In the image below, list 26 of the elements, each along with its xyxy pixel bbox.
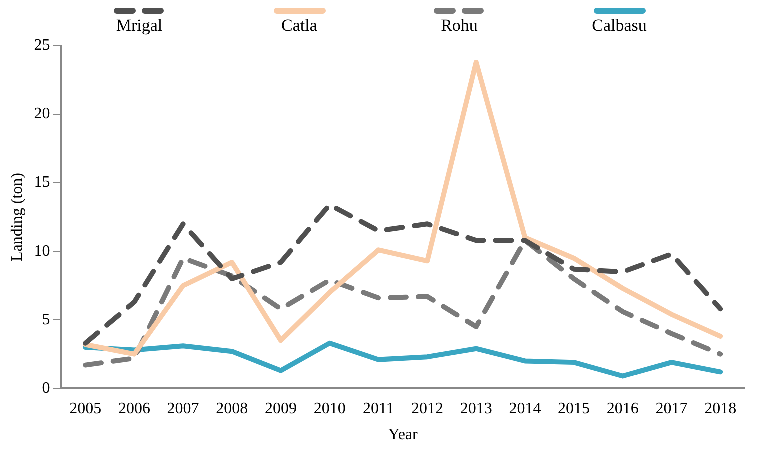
x-tick-label: 2008 — [216, 400, 248, 418]
legend-label: Rohu — [441, 16, 478, 36]
x-tick-label: 2017 — [656, 400, 688, 418]
x-tick-label: 2014 — [509, 400, 542, 418]
y-tick-label: 20 — [34, 106, 50, 123]
legend-label: Catla — [282, 16, 318, 36]
x-tick-label: 2009 — [264, 400, 297, 418]
x-tick-label: 2010 — [314, 400, 346, 418]
y-axis-title: Landing (ton) — [8, 173, 26, 262]
y-tick-label: 5 — [42, 311, 50, 328]
x-axis-title: Year — [388, 426, 419, 444]
x-tick-label: 2005 — [70, 400, 102, 418]
y-tick-label: 0 — [42, 380, 50, 397]
y-tick-label: 25 — [34, 37, 50, 54]
y-tick-label: 10 — [34, 242, 50, 260]
x-tick-label: 2015 — [558, 400, 590, 418]
y-tick-label: 15 — [34, 174, 50, 192]
legend-label: Mrigal — [116, 16, 163, 36]
x-tick-label: 2006 — [118, 400, 150, 418]
x-tick-label: 2007 — [167, 400, 200, 418]
x-tick-label: 2013 — [460, 400, 492, 418]
x-tick-label: 2018 — [704, 400, 737, 418]
x-tick-label: 2012 — [412, 400, 444, 418]
legend-label: Calbasu — [592, 16, 647, 36]
x-tick-label: 2016 — [606, 400, 639, 418]
x-tick-label: 2011 — [362, 400, 394, 418]
